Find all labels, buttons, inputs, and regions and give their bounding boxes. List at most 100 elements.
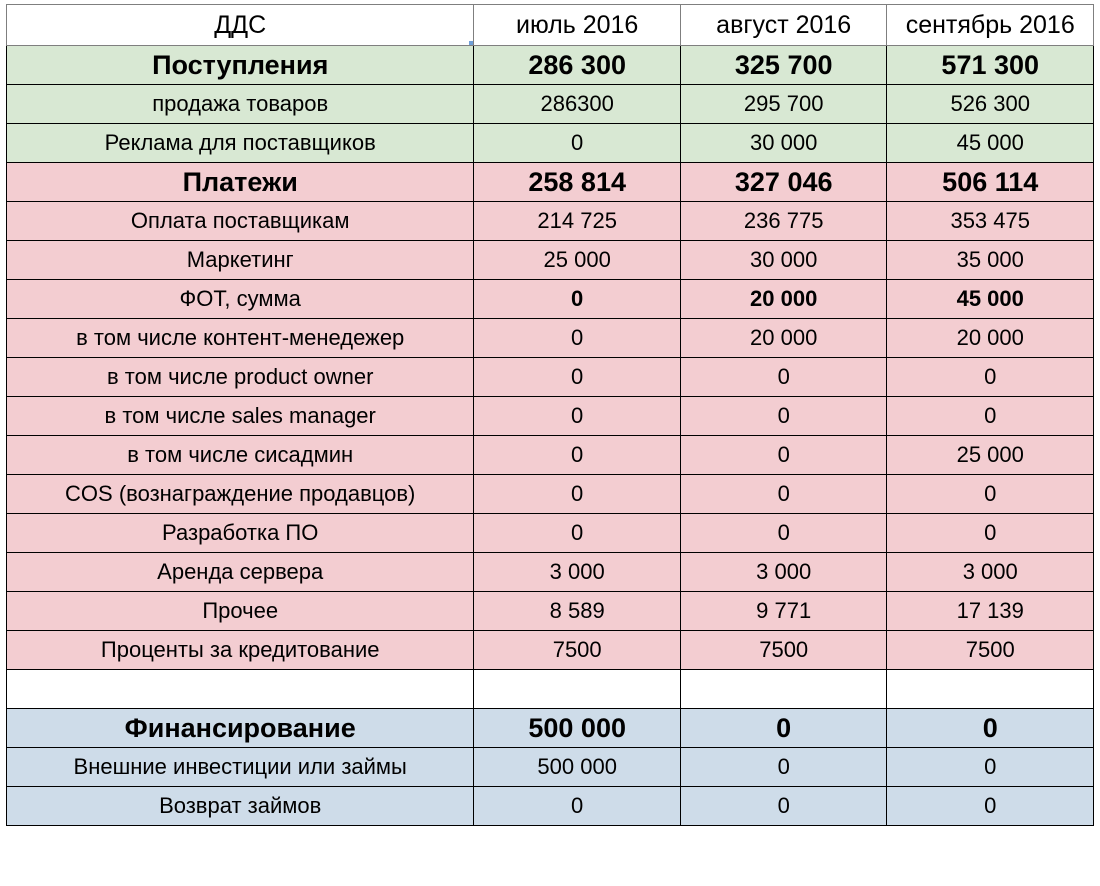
value-cell[interactable]: 7500 (680, 631, 887, 670)
value-cell[interactable]: 30 000 (680, 124, 887, 163)
value-cell[interactable]: 0 (474, 124, 681, 163)
value-cell[interactable]: 353 475 (887, 202, 1094, 241)
value-cell[interactable]: 500 000 (474, 709, 681, 748)
value-cell[interactable]: 0 (680, 397, 887, 436)
row-label-cell[interactable]: Платежи (7, 163, 474, 202)
month-header[interactable]: июль 2016 (474, 5, 681, 46)
value-cell[interactable]: 0 (887, 514, 1094, 553)
row-label-cell[interactable]: Финансирование (7, 709, 474, 748)
month-header[interactable]: август 2016 (680, 5, 887, 46)
table-row: Прочее8 5899 77117 139 (7, 592, 1094, 631)
value-cell[interactable]: 0 (887, 475, 1094, 514)
table-row: в том числе sales manager000 (7, 397, 1094, 436)
row-label-cell[interactable]: Внешние инвестиции или займы (7, 748, 474, 787)
value-cell[interactable]: 0 (887, 709, 1094, 748)
value-cell[interactable]: 25 000 (887, 436, 1094, 475)
row-label-cell[interactable]: COS (вознаграждение продавцов) (7, 475, 474, 514)
table-row: Внешние инвестиции или займы500 00000 (7, 748, 1094, 787)
selected-cell[interactable]: ДДС (7, 5, 474, 46)
value-cell[interactable]: 20 000 (680, 280, 887, 319)
empty-cell[interactable] (474, 670, 681, 709)
value-cell[interactable]: 9 771 (680, 592, 887, 631)
value-cell[interactable]: 45 000 (887, 280, 1094, 319)
empty-cell[interactable] (887, 670, 1094, 709)
value-cell[interactable]: 0 (680, 709, 887, 748)
value-cell[interactable]: 571 300 (887, 46, 1094, 85)
value-cell[interactable]: 0 (474, 514, 681, 553)
value-cell[interactable]: 236 775 (680, 202, 887, 241)
row-label-cell[interactable]: продажа товаров (7, 85, 474, 124)
value-cell[interactable]: 8 589 (474, 592, 681, 631)
row-label-cell[interactable]: Маркетинг (7, 241, 474, 280)
row-label-cell[interactable]: Оплата поставщикам (7, 202, 474, 241)
table-row: в том числе сисадмин0025 000 (7, 436, 1094, 475)
table-row: Разработка ПО000 (7, 514, 1094, 553)
row-label-cell[interactable]: Проценты за кредитование (7, 631, 474, 670)
value-cell[interactable]: 0 (474, 358, 681, 397)
value-cell[interactable]: 286 300 (474, 46, 681, 85)
row-label-cell[interactable]: Реклама для поставщиков (7, 124, 474, 163)
value-cell[interactable]: 35 000 (887, 241, 1094, 280)
row-label-cell[interactable]: в том числе контент-менедежер (7, 319, 474, 358)
row-label-cell[interactable]: Возврат займов (7, 787, 474, 826)
empty-cell[interactable] (680, 670, 887, 709)
value-cell[interactable]: 7500 (887, 631, 1094, 670)
value-cell[interactable]: 0 (474, 787, 681, 826)
value-cell[interactable]: 3 000 (680, 553, 887, 592)
value-cell[interactable]: 0 (474, 280, 681, 319)
value-cell[interactable]: 7500 (474, 631, 681, 670)
table-row: в том числе контент-менедежер020 00020 0… (7, 319, 1094, 358)
value-cell[interactable]: 258 814 (474, 163, 681, 202)
row-label-cell[interactable]: в том числе sales manager (7, 397, 474, 436)
value-cell[interactable]: 20 000 (887, 319, 1094, 358)
value-cell[interactable]: 286300 (474, 85, 681, 124)
value-cell[interactable]: 17 139 (887, 592, 1094, 631)
value-cell[interactable]: 3 000 (887, 553, 1094, 592)
value-cell[interactable]: 295 700 (680, 85, 887, 124)
table-row: Возврат займов000 (7, 787, 1094, 826)
value-cell[interactable]: 506 114 (887, 163, 1094, 202)
table-row: продажа товаров286300295 700526 300 (7, 85, 1094, 124)
row-label-cell[interactable]: в том числе product owner (7, 358, 474, 397)
value-cell[interactable]: 500 000 (474, 748, 681, 787)
empty-cell[interactable] (7, 670, 474, 709)
section-row: Платежи258 814327 046506 114 (7, 163, 1094, 202)
value-cell[interactable]: 20 000 (680, 319, 887, 358)
value-cell[interactable]: 0 (680, 787, 887, 826)
value-cell[interactable]: 0 (680, 475, 887, 514)
value-cell[interactable]: 0 (887, 397, 1094, 436)
value-cell[interactable]: 214 725 (474, 202, 681, 241)
value-cell[interactable]: 30 000 (680, 241, 887, 280)
row-label-cell[interactable]: Аренда сервера (7, 553, 474, 592)
value-cell[interactable]: 0 (474, 397, 681, 436)
spacer-row (7, 670, 1094, 709)
row-label-cell[interactable]: Поступления (7, 46, 474, 85)
value-cell[interactable]: 526 300 (887, 85, 1094, 124)
value-cell[interactable]: 0 (680, 748, 887, 787)
value-cell[interactable]: 0 (680, 436, 887, 475)
row-label-cell[interactable]: ФОТ, сумма (7, 280, 474, 319)
value-cell[interactable]: 3 000 (474, 553, 681, 592)
value-cell[interactable]: 0 (474, 319, 681, 358)
row-label-cell[interactable]: Прочее (7, 592, 474, 631)
month-header[interactable]: сентябрь 2016 (887, 5, 1094, 46)
value-cell[interactable]: 0 (887, 358, 1094, 397)
value-cell[interactable]: 325 700 (680, 46, 887, 85)
value-cell[interactable]: 45 000 (887, 124, 1094, 163)
section-row: Финансирование500 00000 (7, 709, 1094, 748)
row-label-cell[interactable]: Разработка ПО (7, 514, 474, 553)
cashflow-table-container: ДДСиюль 2016август 2016сентябрь 2016 Пост… (0, 0, 1100, 832)
value-cell[interactable]: 0 (474, 475, 681, 514)
value-cell[interactable]: 0 (887, 787, 1094, 826)
table-row: в том числе product owner000 (7, 358, 1094, 397)
value-cell[interactable]: 0 (887, 748, 1094, 787)
table-row: ФОТ, сумма020 00045 000 (7, 280, 1094, 319)
fill-handle[interactable] (468, 40, 474, 46)
row-label-cell[interactable]: в том числе сисадмин (7, 436, 474, 475)
value-cell[interactable]: 0 (680, 358, 887, 397)
value-cell[interactable]: 0 (474, 436, 681, 475)
table-row: Проценты за кредитование750075007500 (7, 631, 1094, 670)
value-cell[interactable]: 0 (680, 514, 887, 553)
value-cell[interactable]: 327 046 (680, 163, 887, 202)
value-cell[interactable]: 25 000 (474, 241, 681, 280)
